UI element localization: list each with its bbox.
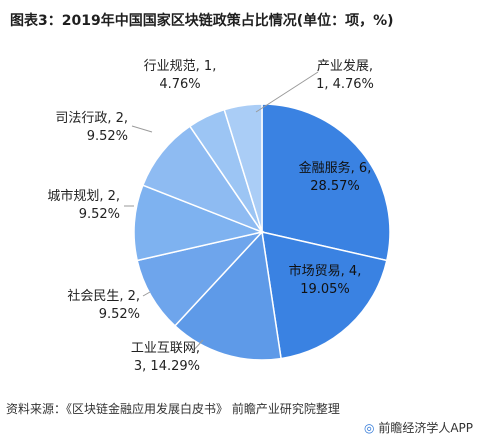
leader-line-8: [255, 71, 319, 113]
slice-label-2: 市场贸易, 4, 19.05%: [289, 263, 362, 297]
pie-slice-2: [261, 231, 388, 360]
footer-brand: ◎ 前瞻经济学人APP: [364, 419, 473, 436]
leader-lines: [124, 71, 319, 353]
pie-slice-5: [133, 184, 265, 262]
slice-labels: 金融服务, 6, 28.57% 市场贸易, 4, 19.05% 工业互联网, 3, 14.…: [47, 58, 374, 374]
slice-label-5: 城市规划, 2, 9.52%: [47, 188, 120, 222]
pie-slices: [133, 103, 391, 361]
slice-label-7: 行业规范, 1, 4.76%: [144, 59, 217, 92]
leader-line-3: [191, 339, 204, 353]
pie-slice-1: [261, 103, 391, 262]
pie-slice-6: [141, 125, 264, 234]
pie-slice-4: [136, 230, 265, 327]
leader-line-6: [131, 125, 153, 133]
slice-label-6: 司法行政, 2, 9.52%: [55, 111, 128, 144]
brand-name: 前瞻经济学人APP: [378, 421, 473, 435]
pie-slice-8: [223, 103, 263, 233]
leader-line-4: [142, 291, 151, 297]
source-note: 资料来源：《区块链金融应用发展白皮书》 前瞻产业研究院整理: [6, 402, 340, 416]
slice-label-1: 金融服务, 6, 28.57%: [299, 160, 372, 194]
brand-logo-icon: ◎: [364, 421, 375, 435]
slice-label-3: 工业互联网, 3, 14.29%: [131, 341, 200, 374]
slice-label-8: 产业发展, 1, 4.76%: [316, 58, 374, 92]
chart-title: 图表3：2019年中国国家区块链政策占比情况(单位：项，%): [10, 13, 394, 29]
slice-label-4: 社会民生, 2, 9.52%: [67, 288, 140, 322]
pie-slice-3: [173, 230, 282, 361]
